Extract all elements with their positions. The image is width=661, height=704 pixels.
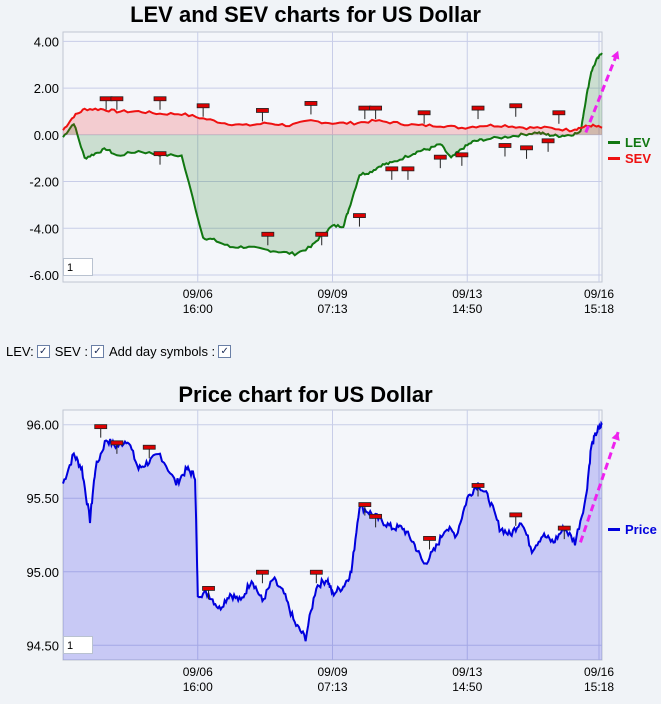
y-tick-label: 95.50 bbox=[26, 491, 59, 506]
day-marker-sev bbox=[99, 96, 113, 102]
day-marker bbox=[358, 502, 372, 507]
day-marker-sev bbox=[196, 103, 210, 109]
day-marker bbox=[256, 569, 269, 575]
x-tick-date: 09/09 bbox=[317, 287, 347, 301]
day-marker-sev bbox=[417, 110, 431, 116]
series-line-price bbox=[62, 420, 603, 642]
day-symbols-label: Add day symbols : bbox=[108, 344, 216, 359]
day-marker bbox=[557, 525, 571, 531]
x-tick-time: 07:13 bbox=[317, 680, 347, 694]
day-marker bbox=[423, 536, 436, 541]
legend-lev: LEV bbox=[608, 135, 650, 150]
x-tick-time: 16:00 bbox=[183, 302, 213, 316]
y-tick-label: 0.00 bbox=[34, 128, 59, 143]
series-line-sev bbox=[62, 107, 603, 133]
day-marker bbox=[471, 483, 485, 488]
day-marker-sev bbox=[509, 103, 523, 109]
trend-arrow-head bbox=[611, 50, 620, 60]
x-tick-date: 09/16 bbox=[584, 665, 614, 679]
day-marker-lev bbox=[401, 166, 415, 172]
legend-sev-swatch bbox=[608, 157, 620, 160]
trend-arrow-head bbox=[611, 432, 620, 441]
day-marker-lev bbox=[498, 143, 512, 148]
day-marker-lev bbox=[541, 138, 555, 144]
day-marker bbox=[110, 440, 124, 446]
chart-controls: LEV: ✓ SEV : ✓ Add day symbols : ✓ bbox=[6, 344, 233, 359]
day-marker-sev bbox=[552, 110, 566, 116]
x-tick-time: 15:18 bbox=[584, 680, 614, 694]
x-tick-time: 14:50 bbox=[452, 302, 482, 316]
day-marker-sev bbox=[369, 105, 383, 111]
day-marker-lev bbox=[153, 151, 167, 157]
day-marker-lev bbox=[353, 213, 366, 218]
price-chart-title: Price chart for US Dollar bbox=[178, 382, 433, 407]
x-tick-date: 09/13 bbox=[452, 287, 482, 301]
day-marker-sev bbox=[153, 96, 167, 102]
legend-price: Price bbox=[608, 522, 657, 537]
x-tick-date: 09/09 bbox=[317, 665, 347, 679]
y-tick-label: -4.00 bbox=[29, 221, 59, 236]
x-tick-time: 15:18 bbox=[584, 302, 614, 316]
sev-toggle-label: SEV : bbox=[54, 344, 88, 359]
legend-lev-swatch bbox=[608, 141, 620, 144]
lev-toggle-label: LEV: bbox=[6, 344, 34, 359]
x-tick-date: 09/16 bbox=[584, 287, 614, 301]
day-marker-lev bbox=[315, 231, 329, 237]
trend-arrow bbox=[579, 431, 620, 543]
day-marker-lev bbox=[385, 166, 399, 172]
lev-chart-title: LEV and SEV charts for US Dollar bbox=[130, 2, 481, 27]
day-marker-sev bbox=[256, 108, 269, 113]
day-marker-lev bbox=[261, 231, 275, 237]
day-marker bbox=[94, 424, 108, 430]
legend-price-label: Price bbox=[625, 522, 657, 537]
day-marker-lev bbox=[455, 152, 469, 158]
legend-sev-label: SEV bbox=[625, 151, 652, 166]
y-tick-label: 95.00 bbox=[26, 565, 59, 580]
x-tick-date: 09/06 bbox=[183, 287, 213, 301]
series-area-price bbox=[63, 423, 602, 660]
x-tick-time: 07:13 bbox=[317, 302, 347, 316]
x-tick-time: 16:00 bbox=[183, 680, 213, 694]
x-tick-date: 09/06 bbox=[183, 665, 213, 679]
x-tick-date: 09/13 bbox=[452, 665, 482, 679]
trend-arrow bbox=[584, 50, 620, 134]
y-tick-label: 2.00 bbox=[34, 81, 59, 96]
day-marker bbox=[369, 513, 383, 519]
x-tick-time: 14:50 bbox=[452, 680, 482, 694]
y-tick-label: 94.50 bbox=[26, 638, 59, 653]
y-tick-label: -6.00 bbox=[29, 268, 59, 283]
lev-checkbox[interactable]: ✓ bbox=[36, 345, 50, 358]
day-marker-lev bbox=[520, 145, 533, 151]
day-marker-sev bbox=[358, 105, 372, 111]
y-tick-label: 4.00 bbox=[34, 34, 59, 49]
legend-price-swatch bbox=[608, 528, 620, 531]
day-marker bbox=[309, 569, 323, 575]
price-page-input[interactable]: 1 bbox=[63, 636, 93, 654]
legend-lev-label: LEV bbox=[625, 135, 651, 150]
day-marker bbox=[142, 444, 156, 450]
sev-checkbox[interactable]: ✓ bbox=[90, 345, 104, 358]
day-marker-lev bbox=[433, 154, 447, 160]
lev-page-input[interactable]: 1 bbox=[63, 258, 93, 276]
legend-sev: SEV bbox=[608, 151, 651, 166]
day-marker-sev bbox=[471, 105, 485, 111]
y-tick-label: 96.00 bbox=[26, 418, 59, 433]
day-marker-sev bbox=[304, 101, 318, 106]
series-area-lev bbox=[63, 53, 602, 256]
day-marker bbox=[202, 586, 215, 591]
day-marker bbox=[509, 512, 523, 518]
day-marker-sev bbox=[110, 96, 124, 102]
y-tick-label: -2.00 bbox=[29, 175, 59, 190]
day-symbols-checkbox[interactable]: ✓ bbox=[218, 345, 232, 358]
